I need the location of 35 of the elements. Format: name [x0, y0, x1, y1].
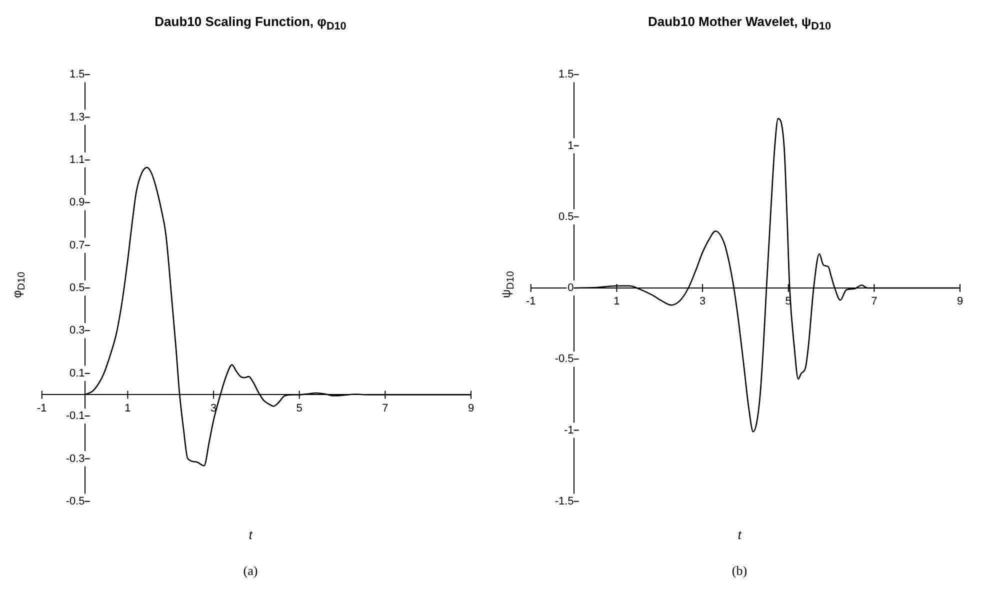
text: (b) — [730, 563, 748, 579]
y-tick-label: 1 — [568, 140, 574, 152]
x-tick-label: 1 — [124, 402, 131, 414]
y-tick-label: 1.5 — [558, 68, 574, 81]
y-tick-label: 0.3 — [70, 324, 85, 337]
y-tick-label: 0.5 — [558, 210, 574, 223]
y-tick-label: -0.5 — [554, 353, 574, 366]
x-tick-label: 9 — [468, 402, 474, 414]
x-axis-title: t — [248, 528, 254, 542]
y-tick-label: 0.5 — [70, 282, 85, 294]
x-tick-label: -1 — [526, 296, 536, 308]
x-tick-label: 3 — [210, 402, 217, 414]
y-tick-label: -0.3 — [66, 452, 85, 465]
chart-title: Daub10 Mother Wavelet, ψ$_{D10}$ — [646, 14, 832, 33]
x-tick-label: 3 — [699, 296, 706, 308]
y-tick-label: 0.7 — [70, 239, 85, 252]
y-tick-label: 1.5 — [70, 68, 85, 81]
y-tick-label: 0 — [568, 282, 574, 294]
x-tick-label: -1 — [37, 402, 47, 414]
x-tick-label: 7 — [382, 402, 388, 414]
chart-title: Daub10 Scaling Function, φ$_{D10}$ — [154, 14, 348, 33]
x-tick-label: 1 — [614, 296, 620, 308]
x-tick-label: 5 — [296, 402, 302, 414]
text: (a) — [242, 563, 259, 579]
y-tick-label: 0.1 — [70, 367, 85, 380]
x-axis-title: t — [736, 528, 742, 542]
y-tick-label: -0.5 — [66, 495, 85, 508]
y-tick-label: 1.1 — [70, 154, 85, 166]
y-tick-label: -1.5 — [554, 495, 574, 508]
y-tick-label: 0.9 — [70, 196, 85, 209]
y-tick-label: 1.3 — [70, 111, 85, 124]
x-tick-label: 7 — [871, 296, 878, 308]
y-tick-label: -0.1 — [66, 410, 85, 422]
y-tick-label: -1 — [564, 424, 574, 436]
x-tick-label: 9 — [956, 296, 964, 308]
